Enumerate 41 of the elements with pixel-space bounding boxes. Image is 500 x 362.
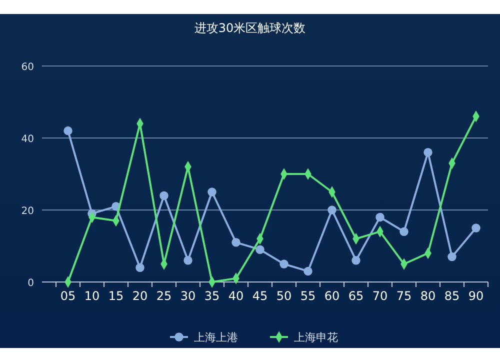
chart-title: 进攻30米区触球次数 — [194, 21, 306, 35]
point — [184, 256, 192, 265]
point — [304, 266, 312, 276]
x-tick-label: 80 — [420, 289, 436, 303]
x-tick-label: 65 — [348, 289, 364, 303]
point — [208, 188, 216, 196]
point — [232, 238, 240, 247]
legend-label: 上海申花 — [294, 331, 338, 344]
legend-label: 上海上港 — [194, 331, 238, 344]
x-tick-label: 45 — [252, 289, 268, 303]
point — [160, 191, 168, 200]
x-tick-label: 30 — [180, 289, 196, 303]
x-tick-label: 05 — [60, 289, 76, 303]
x-tick-label: 70 — [372, 289, 388, 303]
x-tick-label: 35 — [204, 289, 220, 303]
point — [328, 206, 336, 214]
x-tick-label: 40 — [228, 289, 244, 303]
point — [256, 245, 264, 254]
x-tick-label: 60 — [324, 289, 340, 303]
point — [448, 252, 456, 262]
point — [424, 148, 432, 157]
point — [352, 256, 360, 265]
x-tick-label: 55 — [300, 289, 316, 303]
x-tick-label: 10 — [84, 289, 100, 303]
y-tick-label: 60 — [21, 62, 34, 73]
x-tick-label: 90 — [468, 289, 484, 303]
y-tick-label: 40 — [21, 134, 34, 145]
y-tick-label: 20 — [21, 206, 34, 217]
point — [472, 224, 480, 232]
point — [136, 263, 144, 272]
x-tick-label: 15 — [108, 289, 124, 303]
x-tick-label: 25 — [156, 289, 172, 303]
x-tick-label: 75 — [396, 289, 412, 303]
x-tick-label: 20 — [132, 289, 148, 303]
point — [400, 227, 408, 236]
y-tick-label: 0 — [28, 278, 34, 289]
point — [280, 260, 288, 268]
x-tick-label: 50 — [276, 289, 292, 303]
point — [376, 212, 384, 222]
x-tick-label: 85 — [444, 289, 460, 303]
point — [64, 126, 72, 136]
